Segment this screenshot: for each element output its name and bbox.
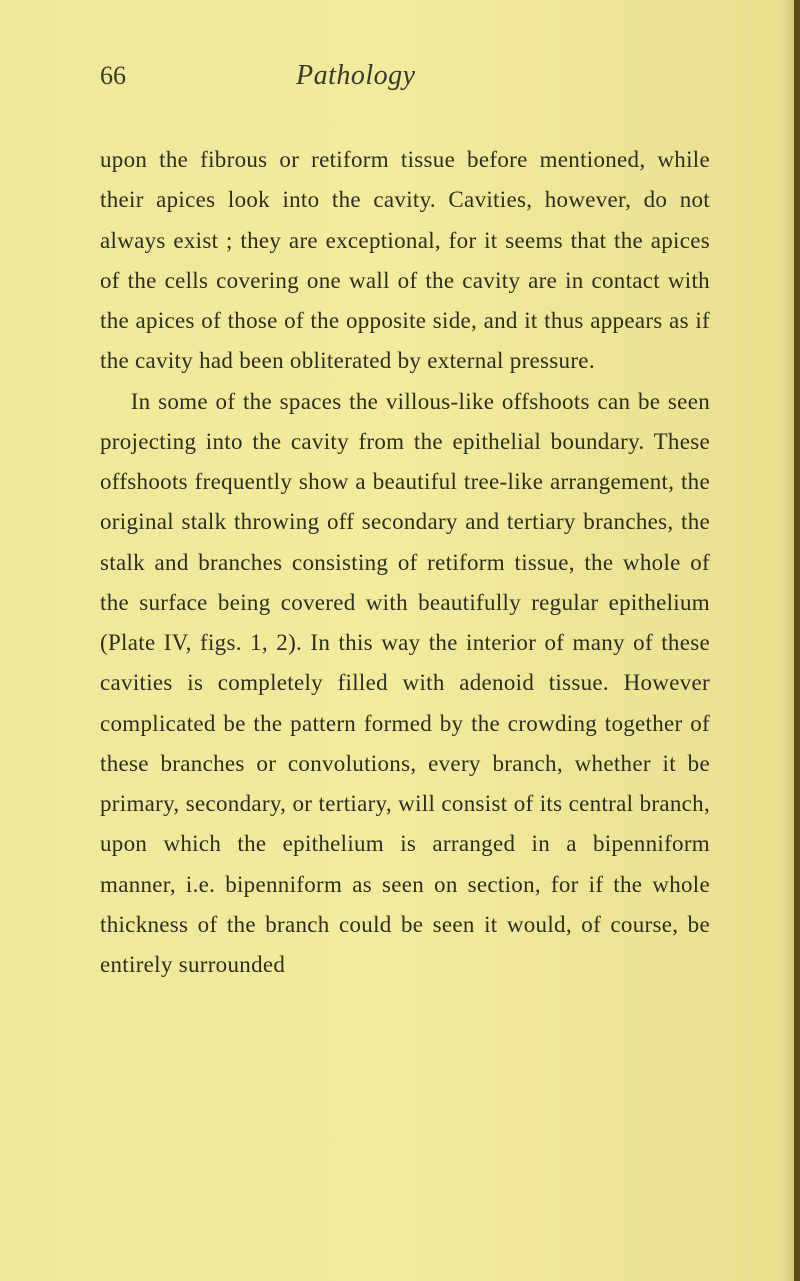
- page-right-edge: [794, 0, 800, 1281]
- page-title: Pathology: [296, 60, 416, 92]
- page-header: 66 Pathology: [100, 60, 710, 92]
- body-text: upon the fibrous or retiform tissue befo…: [100, 140, 710, 985]
- page-container: 66 Pathology upon the fibrous or retifor…: [0, 0, 800, 1281]
- paragraph-1: upon the fibrous or retiform tissue befo…: [100, 140, 710, 382]
- page-number: 66: [100, 61, 126, 91]
- paragraph-2: In some of the spaces the villous-like o…: [100, 382, 710, 986]
